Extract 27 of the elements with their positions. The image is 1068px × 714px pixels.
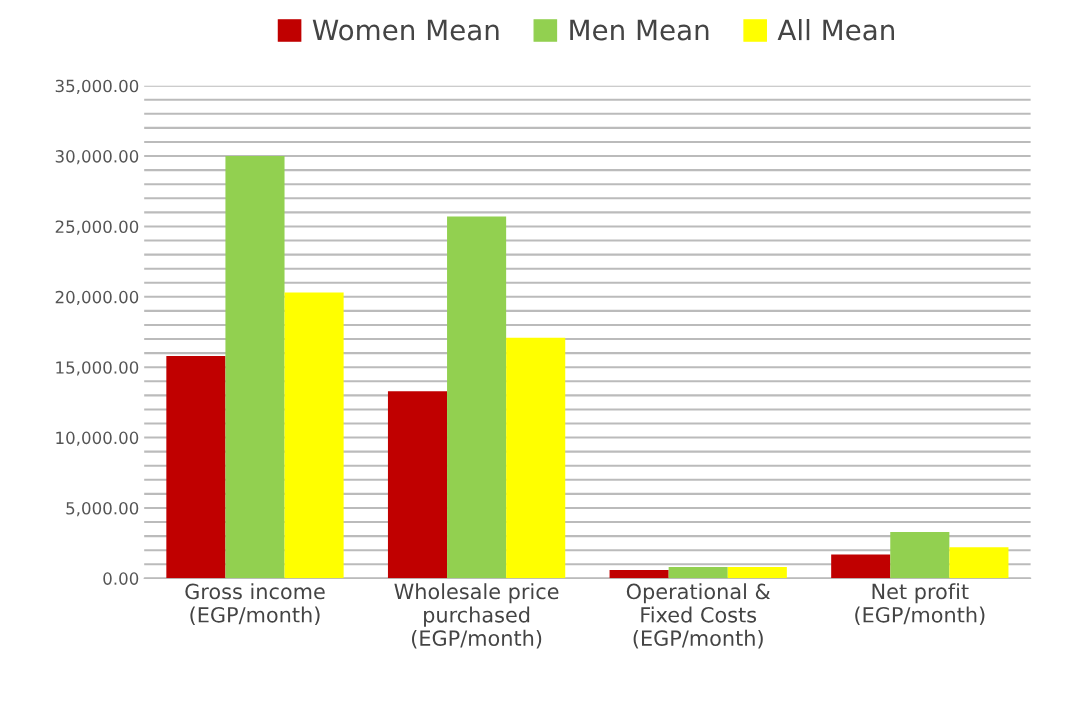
bar xyxy=(387,391,448,579)
y-tick-label: 20,000.00 xyxy=(55,290,139,306)
bar xyxy=(506,337,566,579)
y-tick-label: 30,000.00 xyxy=(55,150,139,165)
x-tick-label: Operational & Fixed Costs (EGP/month) xyxy=(626,583,771,649)
bar xyxy=(166,355,226,579)
x-tick-label: Wholesale price purchased (EGP/month) xyxy=(394,583,559,649)
y-tick-label: 15,000.00 xyxy=(56,361,139,376)
x-tick-label: Net profit (EGP/month) xyxy=(855,583,985,626)
bar xyxy=(284,292,344,579)
bar xyxy=(668,567,728,579)
legend-label: All Mean xyxy=(777,19,894,41)
bar xyxy=(609,569,669,579)
bar xyxy=(831,554,891,579)
y-tick-label: 35,000.00 xyxy=(55,79,139,94)
y-tick-label: 5,000.00 xyxy=(66,501,139,517)
bar xyxy=(225,156,285,579)
legend-label: Men Mean xyxy=(570,19,709,41)
y-tick-label: 0.00 xyxy=(103,572,139,585)
bar xyxy=(949,547,1009,579)
y-tick-label: 25,000.00 xyxy=(55,220,139,235)
x-tick-label: Gross income (EGP/month) xyxy=(185,583,325,626)
bar xyxy=(727,567,787,579)
legend-label: Women Mean xyxy=(312,19,499,41)
bar xyxy=(890,531,950,579)
bar xyxy=(447,216,507,579)
y-tick-label: 10,000.00 xyxy=(56,431,139,446)
